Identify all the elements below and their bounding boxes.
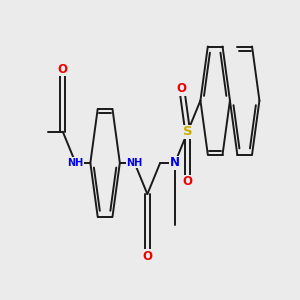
Text: O: O xyxy=(183,175,193,188)
Text: S: S xyxy=(183,125,193,138)
Text: O: O xyxy=(177,82,187,95)
Text: NH: NH xyxy=(127,158,143,168)
Text: N: N xyxy=(170,156,180,170)
Text: O: O xyxy=(142,250,152,263)
Text: O: O xyxy=(58,63,68,76)
Text: NH: NH xyxy=(68,158,84,168)
